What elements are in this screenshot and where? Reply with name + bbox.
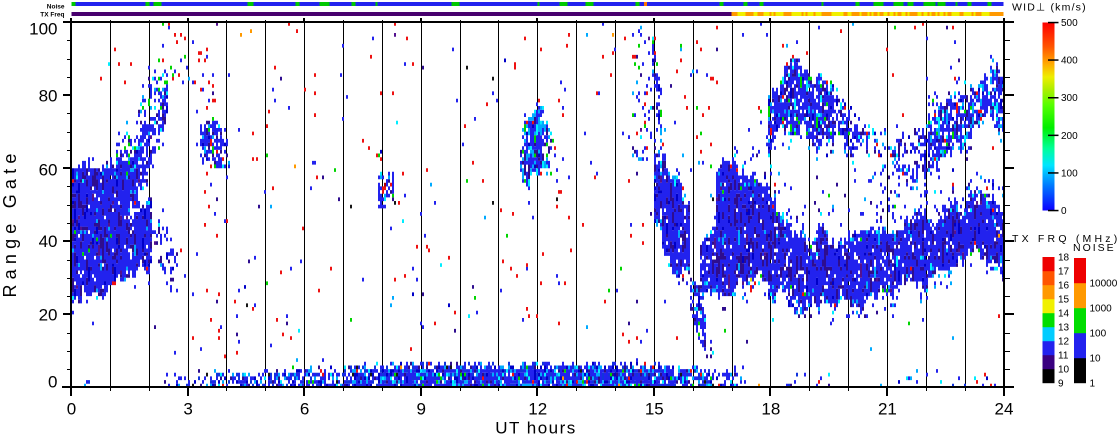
svg-text:500: 500 <box>1061 18 1078 29</box>
svg-text:9: 9 <box>416 399 425 418</box>
svg-text:10: 10 <box>1058 365 1070 376</box>
svg-text:TX Freq: TX Freq <box>40 11 64 18</box>
svg-text:12: 12 <box>528 399 547 418</box>
svg-text:14: 14 <box>1058 309 1070 320</box>
svg-text:UT hours: UT hours <box>495 419 577 435</box>
svg-text:24: 24 <box>995 399 1014 418</box>
svg-text:18: 18 <box>1058 253 1070 264</box>
svg-text:9: 9 <box>1058 379 1064 390</box>
svg-text:11: 11 <box>1058 351 1069 362</box>
svg-text:60: 60 <box>39 161 58 180</box>
svg-text:Range Gate: Range Gate <box>0 148 20 297</box>
svg-text:3: 3 <box>183 399 192 418</box>
svg-text:NOISE: NOISE <box>1073 242 1116 254</box>
svg-text:100: 100 <box>1090 329 1107 340</box>
svg-text:40: 40 <box>39 232 58 251</box>
svg-text:10000: 10000 <box>1090 279 1118 290</box>
svg-text:15: 15 <box>645 399 664 418</box>
svg-text:13: 13 <box>1058 323 1070 334</box>
svg-text:0: 0 <box>1061 206 1067 217</box>
svg-text:18: 18 <box>761 399 780 418</box>
svg-text:16: 16 <box>1058 281 1070 292</box>
svg-text:100: 100 <box>1061 168 1078 179</box>
svg-text:80: 80 <box>39 86 58 105</box>
svg-text:0: 0 <box>48 373 57 392</box>
svg-text:20: 20 <box>39 305 58 324</box>
svg-text:17: 17 <box>1058 267 1070 278</box>
svg-text:300: 300 <box>1061 93 1078 104</box>
svg-text:TX FRQ (MHz): TX FRQ (MHz) <box>1012 233 1118 245</box>
svg-text:1: 1 <box>1090 379 1096 390</box>
svg-text:10: 10 <box>1090 354 1102 365</box>
svg-text:15: 15 <box>1058 295 1070 306</box>
svg-text:WID⊥ (km/s): WID⊥ (km/s) <box>1012 2 1087 14</box>
svg-text:Noise: Noise <box>47 3 65 10</box>
svg-text:0: 0 <box>67 399 76 418</box>
svg-text:12: 12 <box>1058 337 1070 348</box>
svg-text:1000: 1000 <box>1090 304 1113 315</box>
svg-text:200: 200 <box>1061 131 1078 142</box>
svg-text:21: 21 <box>878 399 897 418</box>
svg-text:400: 400 <box>1061 56 1078 67</box>
svg-text:6: 6 <box>300 399 309 418</box>
svg-text:100: 100 <box>29 20 57 39</box>
